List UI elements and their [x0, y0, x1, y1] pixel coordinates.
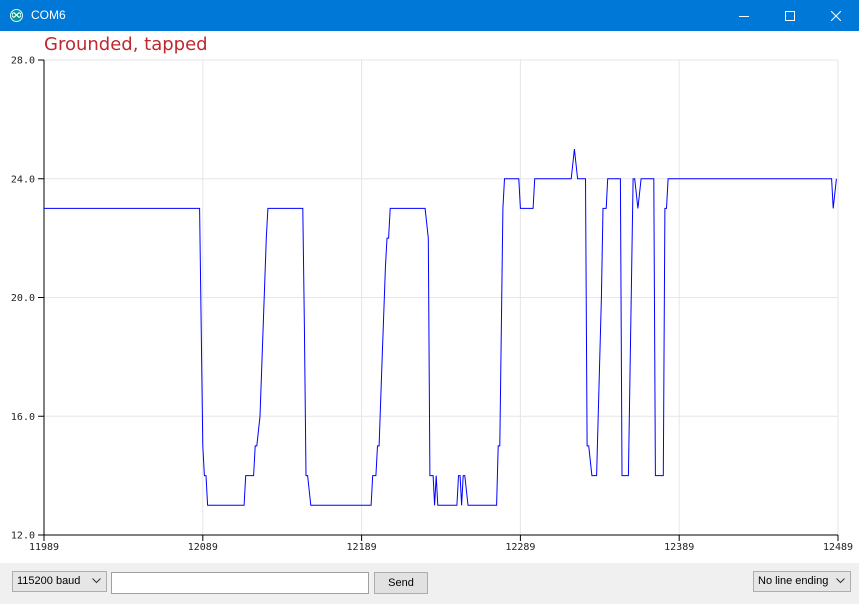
- x-tick-label: 12089: [188, 542, 218, 553]
- chart-title: Grounded, tapped: [44, 34, 208, 55]
- x-tick-label: 12389: [664, 542, 694, 553]
- chevron-down-icon: [92, 578, 101, 584]
- arduino-icon: [10, 9, 23, 22]
- x-tick-label: 12289: [505, 542, 535, 553]
- x-tick-label: 11989: [29, 542, 59, 553]
- baud-rate-select[interactable]: 115200 baud: [12, 571, 107, 592]
- send-button[interactable]: Send: [374, 572, 428, 594]
- minimize-icon: [739, 15, 749, 17]
- y-tick-label: 20.0: [11, 293, 35, 304]
- close-button[interactable]: [813, 0, 859, 31]
- x-tick-label: 12189: [347, 542, 377, 553]
- chevron-down-icon: [836, 578, 845, 584]
- y-tick-label: 16.0: [11, 412, 35, 423]
- y-tick-label: 12.0: [11, 531, 35, 542]
- close-icon: [831, 10, 841, 21]
- minimize-button[interactable]: [721, 0, 767, 31]
- series-line: [44, 149, 837, 506]
- line-ending-select[interactable]: No line ending: [753, 571, 851, 592]
- baud-rate-value: 115200 baud: [17, 575, 81, 587]
- maximize-button[interactable]: [767, 0, 813, 31]
- x-tick-label: 12489: [823, 542, 853, 553]
- serial-send-input[interactable]: [111, 572, 369, 594]
- y-tick-label: 24.0: [11, 174, 35, 185]
- title-bar: COM6: [0, 0, 859, 31]
- line-ending-value: No line ending: [758, 575, 829, 587]
- window-title: COM6: [31, 8, 66, 22]
- maximize-icon: [785, 10, 795, 21]
- y-tick-label: 28.0: [11, 56, 35, 67]
- serial-plot-chart: 12.0 16.0 20.0 24.0 28.0 11989 12089 12189 12289…: [11, 56, 853, 554]
